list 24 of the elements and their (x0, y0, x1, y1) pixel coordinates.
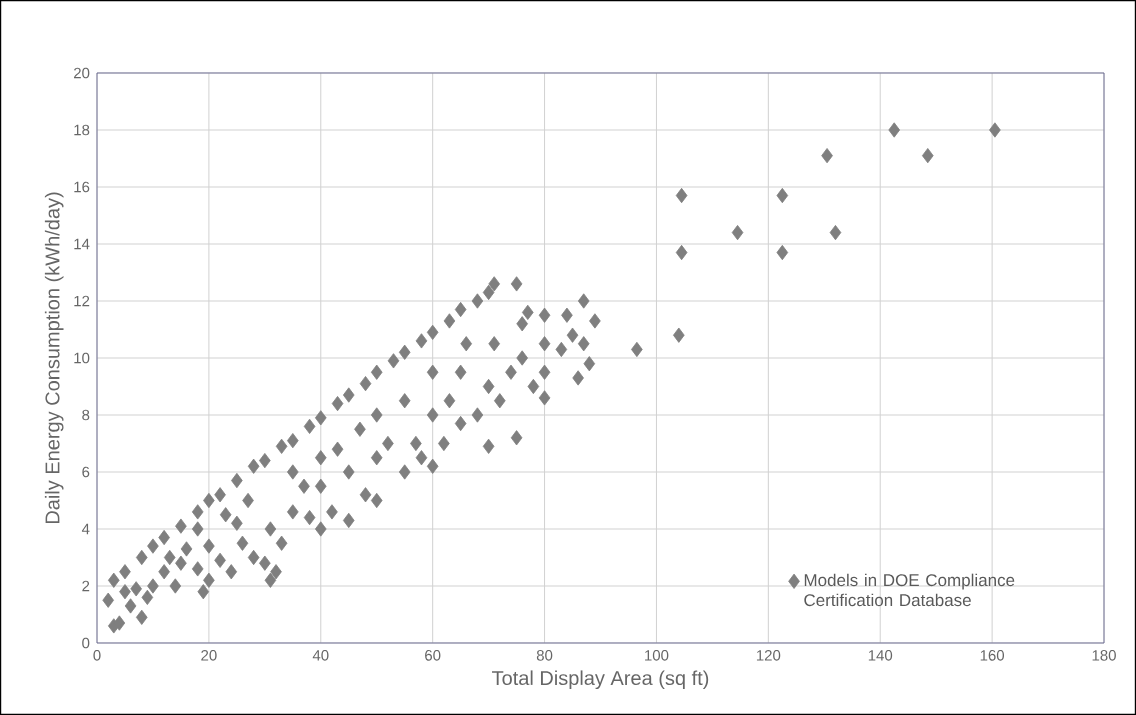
x-tick-label: 120 (756, 650, 781, 661)
y-tick-label: 8 (82, 409, 90, 421)
y-tick-label: 14 (74, 238, 90, 250)
x-tick-label: 140 (868, 650, 893, 661)
x-axis-title: Total Display Area (sq ft) (492, 670, 709, 690)
x-tick-label: 60 (425, 650, 441, 661)
y-axis-title: Daily Energy Consumption (kWh/day) (44, 192, 64, 524)
y-tick-label: 0 (82, 637, 90, 649)
x-tick-label: 40 (312, 650, 329, 661)
x-tick-label: 100 (645, 650, 669, 661)
x-tick-label: 80 (536, 650, 553, 661)
x-tick-label: 0 (93, 650, 101, 661)
y-tick-label: 2 (82, 580, 90, 592)
y-tick-label: 10 (74, 352, 90, 364)
x-tick-label: 180 (1092, 650, 1116, 661)
legend-label: Models in DOE Compliance Certification Database (804, 573, 1015, 607)
y-tick-label: 12 (74, 295, 90, 307)
y-tick-label: 20 (74, 67, 90, 79)
y-tick-label: 16 (74, 181, 90, 193)
y-tick-label: 6 (82, 466, 90, 478)
x-tick-label: 20 (201, 650, 217, 661)
y-tick-label: 4 (81, 523, 90, 535)
y-tick-label: 18 (74, 124, 90, 136)
x-tick-label: 160 (980, 650, 1005, 661)
